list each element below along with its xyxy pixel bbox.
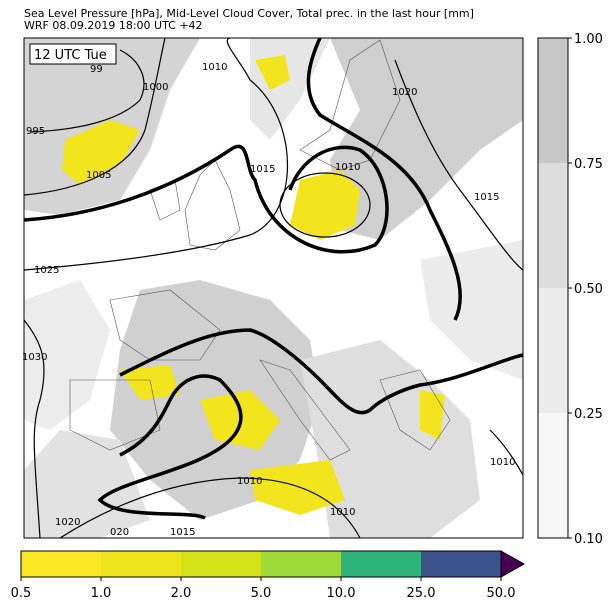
colorbar-tick-label: 1.0 (91, 586, 112, 601)
colorbar-segment (261, 551, 341, 577)
isobar-label: 020 (110, 527, 129, 538)
colorbar-segment (21, 551, 101, 577)
colorbar-tick-label: 0.75 (574, 157, 603, 172)
colorbar-segment (101, 551, 181, 577)
isobar-label: 1000 (143, 82, 168, 93)
isobar-label: 1020 (392, 87, 417, 98)
map: 99 1000 1010 995 1005 1015 1010 1020 101… (22, 37, 524, 539)
isobar-label: 1015 (250, 164, 275, 175)
title: Sea Level Pressure [hPa], Mid-Level Clou… (24, 7, 474, 20)
isobar-label: 1005 (86, 170, 111, 181)
isobar-label: 1010 (237, 476, 262, 487)
time-label-box (29, 43, 117, 65)
isobar-label: 1015 (170, 527, 195, 538)
colorbar-segment (538, 163, 568, 288)
colorbar-tick-label: 0.5 (11, 586, 32, 601)
isobar-label: 1010 (490, 457, 515, 468)
colorbar-segment (538, 288, 568, 413)
colorbar-segment (538, 413, 568, 538)
isobar-label: 99 (90, 64, 103, 75)
colorbar-tick-label: 1.00 (574, 32, 603, 47)
colorbar-tick-label: 0.25 (574, 407, 603, 422)
colorbar-segment (538, 38, 568, 163)
colorbar-tick-label: 50.0 (487, 586, 516, 601)
isobar-labels: 99 1000 1010 995 1005 1015 1010 1020 101… (22, 62, 515, 538)
isobar-label: 1030 (22, 352, 47, 363)
precip-colorbar: 0.5 1.0 2.0 5.0 10.0 25.0 50.0 (11, 550, 526, 601)
isobar-label: 1020 (55, 517, 80, 528)
colorbar-tick-label: 25.0 (407, 586, 436, 601)
isobars (24, 38, 523, 538)
colorbar-segment (181, 551, 261, 577)
isobar-label: 1010 (330, 507, 355, 518)
colorbar-tick-label: 0.10 (574, 532, 603, 547)
colorbar-segment (341, 551, 421, 577)
colorbar-tick-label: 10.0 (327, 586, 356, 601)
isobar-label: 995 (26, 126, 45, 137)
isobar-label: 1010 (335, 162, 360, 173)
colorbar-tick-label: 5.0 (251, 586, 272, 601)
subtitle: WRF 08.09.2019 18:00 UTC +42 (24, 19, 203, 32)
colorbar-extension (500, 550, 526, 578)
colorbar-tick-label: 2.0 (171, 586, 192, 601)
time-label: 12 UTC Tue (34, 48, 107, 63)
isobar-label: 1010 (202, 62, 227, 73)
cloud-colorbar: 1.00 0.75 0.50 0.25 0.10 (537, 32, 603, 547)
map-frame (23, 37, 524, 539)
colorbar-tick-label: 0.50 (574, 282, 603, 297)
colorbar-segment (421, 551, 501, 577)
isobar-label: 1025 (34, 265, 59, 276)
isobar-label: 1015 (474, 192, 499, 203)
